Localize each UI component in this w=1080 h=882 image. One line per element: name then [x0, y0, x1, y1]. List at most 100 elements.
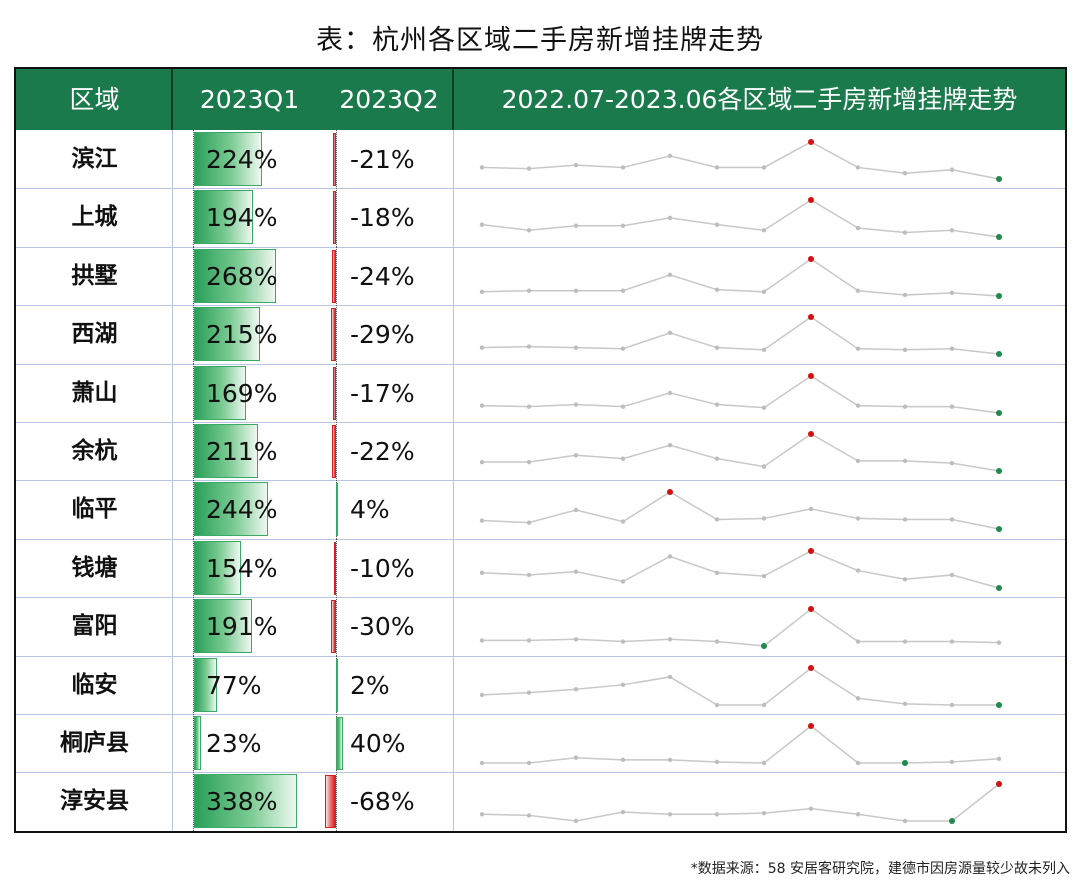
trend-point [902, 230, 908, 236]
header-q2: 2023Q2 [339, 85, 439, 114]
trend-point [902, 458, 908, 464]
q1-value-label: 191% [206, 612, 278, 642]
region-name: 余杭 [71, 438, 118, 464]
trend-line [481, 199, 1000, 239]
column-divider [453, 130, 454, 831]
trend-point [949, 759, 955, 765]
q2-axis [336, 130, 337, 189]
q2-value-label: -30% [350, 612, 415, 642]
trend-point [902, 171, 908, 176]
trend-point [808, 806, 814, 812]
trend-point [479, 165, 485, 170]
row-divider [16, 422, 1065, 423]
trend-max-point [996, 781, 1002, 788]
q2-value-label: -22% [350, 437, 415, 466]
table-row: 富阳 191% -30% [16, 597, 1065, 657]
q1-value-label: 77% [206, 670, 262, 700]
trend-point [949, 404, 955, 409]
trend-point [949, 228, 955, 233]
trend-point [761, 347, 767, 353]
trend-point [526, 288, 532, 293]
q1-value-label: 224% [206, 145, 278, 174]
trend-min-point [996, 409, 1002, 416]
trend-point [667, 812, 673, 817]
trend-point [573, 288, 579, 293]
trend-point [996, 756, 1002, 761]
trend-point [620, 639, 626, 644]
trend-point [855, 288, 861, 293]
trend-point [526, 228, 532, 233]
trend-point [761, 516, 767, 522]
trend-point [949, 346, 955, 352]
trend-sparkline [479, 723, 1002, 766]
trend-point [667, 674, 673, 679]
trend-point [714, 287, 720, 292]
q1-axis [193, 246, 194, 306]
trend-point [526, 572, 532, 577]
q2-data-bar [331, 600, 336, 654]
trend-point [667, 216, 673, 221]
trend-point [526, 813, 532, 818]
q1-value-label: 211% [206, 437, 278, 466]
trend-point [620, 223, 626, 229]
trend-point [526, 459, 532, 465]
trend-point [949, 639, 955, 644]
trend-point [714, 401, 720, 407]
q1-axis [193, 422, 194, 481]
trend-point [620, 757, 626, 763]
header-trend: 2022.07-2023.06各区域二手房新增挂牌走势 [501, 85, 1018, 114]
region-name: 临安 [71, 671, 118, 698]
trend-point [573, 162, 579, 168]
trend-point [667, 153, 673, 159]
trend-point [855, 568, 861, 573]
trend-sparkline [479, 314, 1002, 358]
trend-point [620, 810, 626, 815]
trend-point [526, 520, 532, 526]
trend-point [526, 638, 532, 643]
trend-point [761, 573, 767, 579]
trend-point [761, 760, 767, 766]
row-divider [16, 655, 1065, 657]
table-row: 拱墅 268% -24% [16, 246, 1065, 306]
trend-sparkline [479, 197, 1002, 241]
trend-min-point [996, 584, 1002, 591]
q1-data-bar [194, 540, 241, 595]
q2-data-bar [334, 541, 336, 595]
q2-data-bar [331, 308, 336, 362]
region-name: 钱塘 [71, 554, 118, 581]
row-divider [16, 246, 1065, 248]
region-name: 拱墅 [71, 262, 118, 289]
trend-point [667, 443, 673, 448]
trend-point [479, 638, 485, 643]
trend-max-point [808, 255, 814, 262]
q1-data-bar [194, 307, 260, 362]
trend-point [620, 165, 626, 170]
q2-axis [336, 772, 337, 832]
trend-point [761, 405, 767, 410]
row-divider [16, 305, 1065, 307]
trend-line [481, 783, 1000, 823]
q2-value-label: 2% [350, 670, 390, 700]
trend-point [620, 579, 626, 584]
q2-axis [336, 305, 337, 365]
q1-data-bar [194, 482, 269, 537]
trend-point [620, 288, 626, 293]
trend-point [714, 222, 720, 228]
trend-point [714, 345, 720, 351]
trend-point [620, 404, 626, 409]
q1-value-label: 244% [206, 495, 278, 525]
trend-point [761, 702, 767, 707]
header-separator [452, 69, 454, 130]
q1-value-label: 23% [206, 729, 262, 758]
trend-min-point [996, 176, 1002, 182]
q2-value-label: -10% [350, 553, 415, 583]
region-name: 上城 [71, 204, 118, 231]
row-divider [16, 714, 1065, 715]
table-row: 余杭 211% -22% [16, 422, 1065, 481]
trend-point [808, 507, 814, 512]
trend-point [479, 289, 485, 294]
region-name: 西湖 [71, 321, 118, 348]
region-name: 滨江 [71, 146, 118, 172]
q1-axis [193, 480, 194, 540]
trend-point [573, 569, 579, 574]
